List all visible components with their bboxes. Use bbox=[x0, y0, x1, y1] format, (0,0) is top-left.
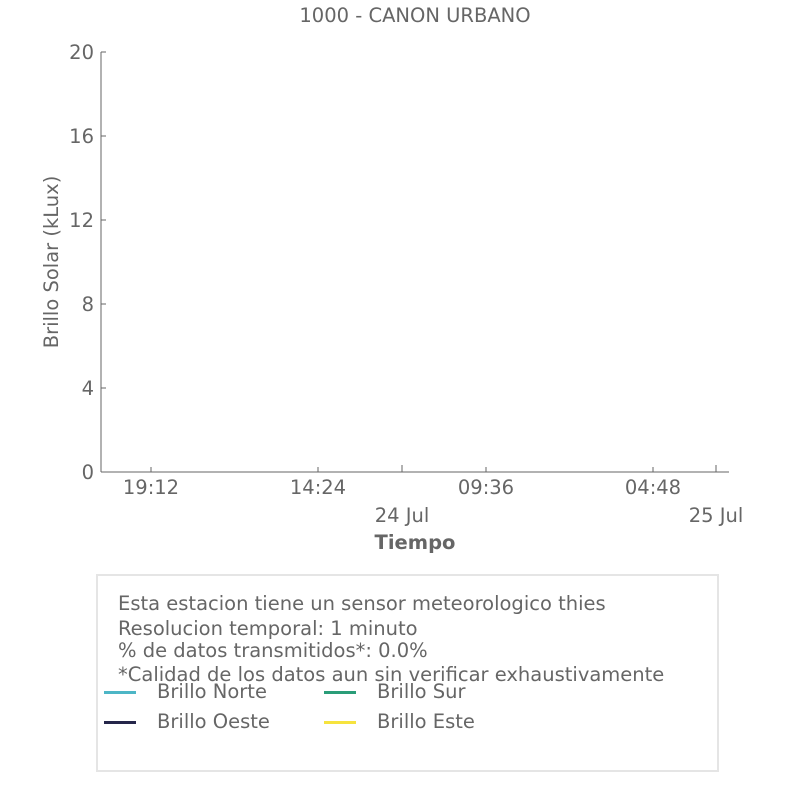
x-date-label: 25 Jul bbox=[689, 504, 744, 527]
legend-swatch bbox=[324, 691, 356, 694]
y-tick-label: 16 bbox=[69, 125, 94, 148]
legend-swatch bbox=[104, 721, 136, 724]
info-box: Esta estacion tiene un sensor meteorolog… bbox=[96, 574, 719, 772]
legend-label: Brillo Norte bbox=[157, 680, 267, 703]
chart-title: 1000 - CANON URBANO bbox=[299, 4, 530, 27]
legend-swatch bbox=[324, 721, 356, 724]
y-axis-label: Brillo Solar (kLux) bbox=[40, 176, 63, 349]
y-tick-label: 20 bbox=[69, 41, 94, 64]
legend-label: Brillo Este bbox=[377, 710, 475, 733]
legend-label: Brillo Sur bbox=[377, 680, 466, 703]
x-tick-label: 04:48 bbox=[625, 476, 681, 499]
y-tick-label: 8 bbox=[82, 293, 94, 316]
y-tick-label: 4 bbox=[82, 377, 94, 400]
x-tick-label: 09:36 bbox=[458, 476, 514, 499]
x-tick-label: 14:24 bbox=[290, 476, 346, 499]
legend-swatch bbox=[104, 691, 136, 694]
x-date-label: 24 Jul bbox=[375, 504, 430, 527]
x-tick-label: 19:12 bbox=[123, 476, 179, 499]
info-line: Esta estacion tiene un sensor meteorolog… bbox=[118, 592, 606, 615]
info-line: % de datos transmitidos*: 0.0% bbox=[118, 639, 428, 662]
y-tick-label: 12 bbox=[69, 209, 94, 232]
info-line: Resolucion temporal: 1 minuto bbox=[118, 617, 418, 640]
y-tick-label: 0 bbox=[82, 461, 94, 484]
legend-label: Brillo Oeste bbox=[157, 710, 270, 733]
x-axis-label: Tiempo bbox=[375, 531, 456, 554]
info-line: *Calidad de los datos aun sin verificar … bbox=[118, 663, 665, 686]
